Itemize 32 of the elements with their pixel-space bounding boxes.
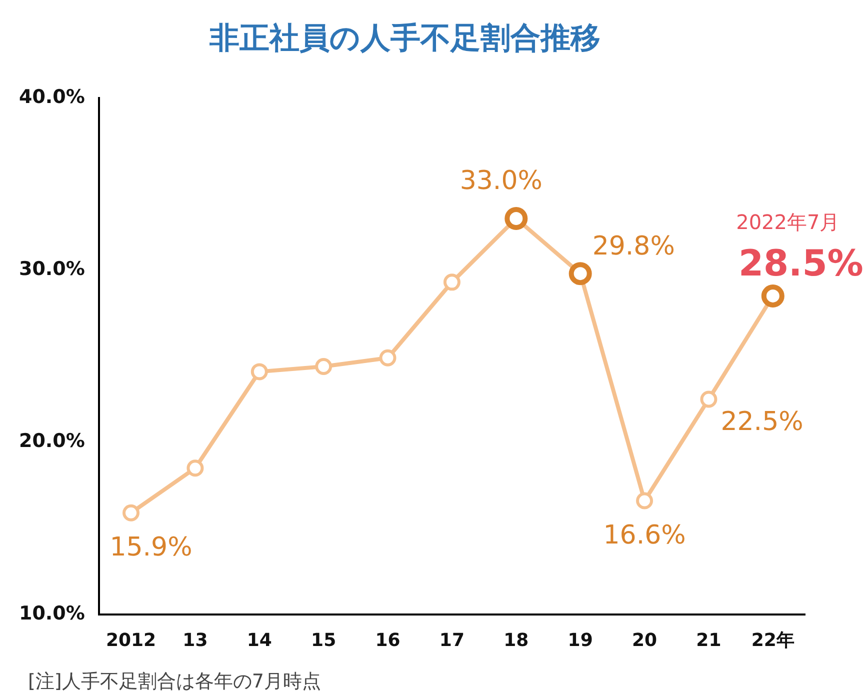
point bbox=[315, 358, 332, 376]
point bbox=[186, 460, 204, 477]
annotation: 2022年7月 bbox=[736, 210, 840, 234]
x-tick-label: 16 bbox=[375, 630, 400, 651]
data-label: 22.5% bbox=[720, 406, 804, 437]
data-label: 33.0% bbox=[460, 166, 542, 196]
y-tick-label: 20.0% bbox=[18, 430, 85, 452]
text: [注]人手不足割合は各年の7月時点 bbox=[28, 670, 321, 692]
x-tick-label: 15 bbox=[311, 630, 336, 651]
x-tick-label: 13 bbox=[182, 630, 208, 651]
x-tick-label: 19 bbox=[568, 630, 593, 651]
data-label: 28.5% bbox=[738, 243, 864, 284]
point bbox=[122, 504, 140, 522]
x-tick-label: 18 bbox=[504, 630, 529, 651]
x-tick-label: 22年 bbox=[751, 630, 794, 651]
x-tick-label: 21 bbox=[696, 630, 722, 651]
x-tick-label: 17 bbox=[439, 630, 464, 651]
data-label: 15.9% bbox=[110, 532, 192, 563]
x-tick-label: 14 bbox=[246, 630, 272, 651]
x-tick-label: 2012 bbox=[106, 630, 156, 651]
chart-title: 非正社員の人手不足割合推移 bbox=[208, 20, 600, 56]
x-tick-label: 20 bbox=[632, 630, 658, 651]
data-label: 16.6% bbox=[603, 520, 686, 551]
point bbox=[636, 492, 654, 510]
point bbox=[443, 274, 460, 291]
point bbox=[379, 349, 396, 366]
point bbox=[250, 363, 268, 380]
y-tick-label: 10.0% bbox=[18, 602, 85, 624]
data-label: 29.8% bbox=[592, 231, 675, 262]
y-tick-label: 30.0% bbox=[18, 258, 85, 280]
y-tick-label: 40.0% bbox=[18, 86, 85, 108]
point bbox=[700, 390, 718, 408]
